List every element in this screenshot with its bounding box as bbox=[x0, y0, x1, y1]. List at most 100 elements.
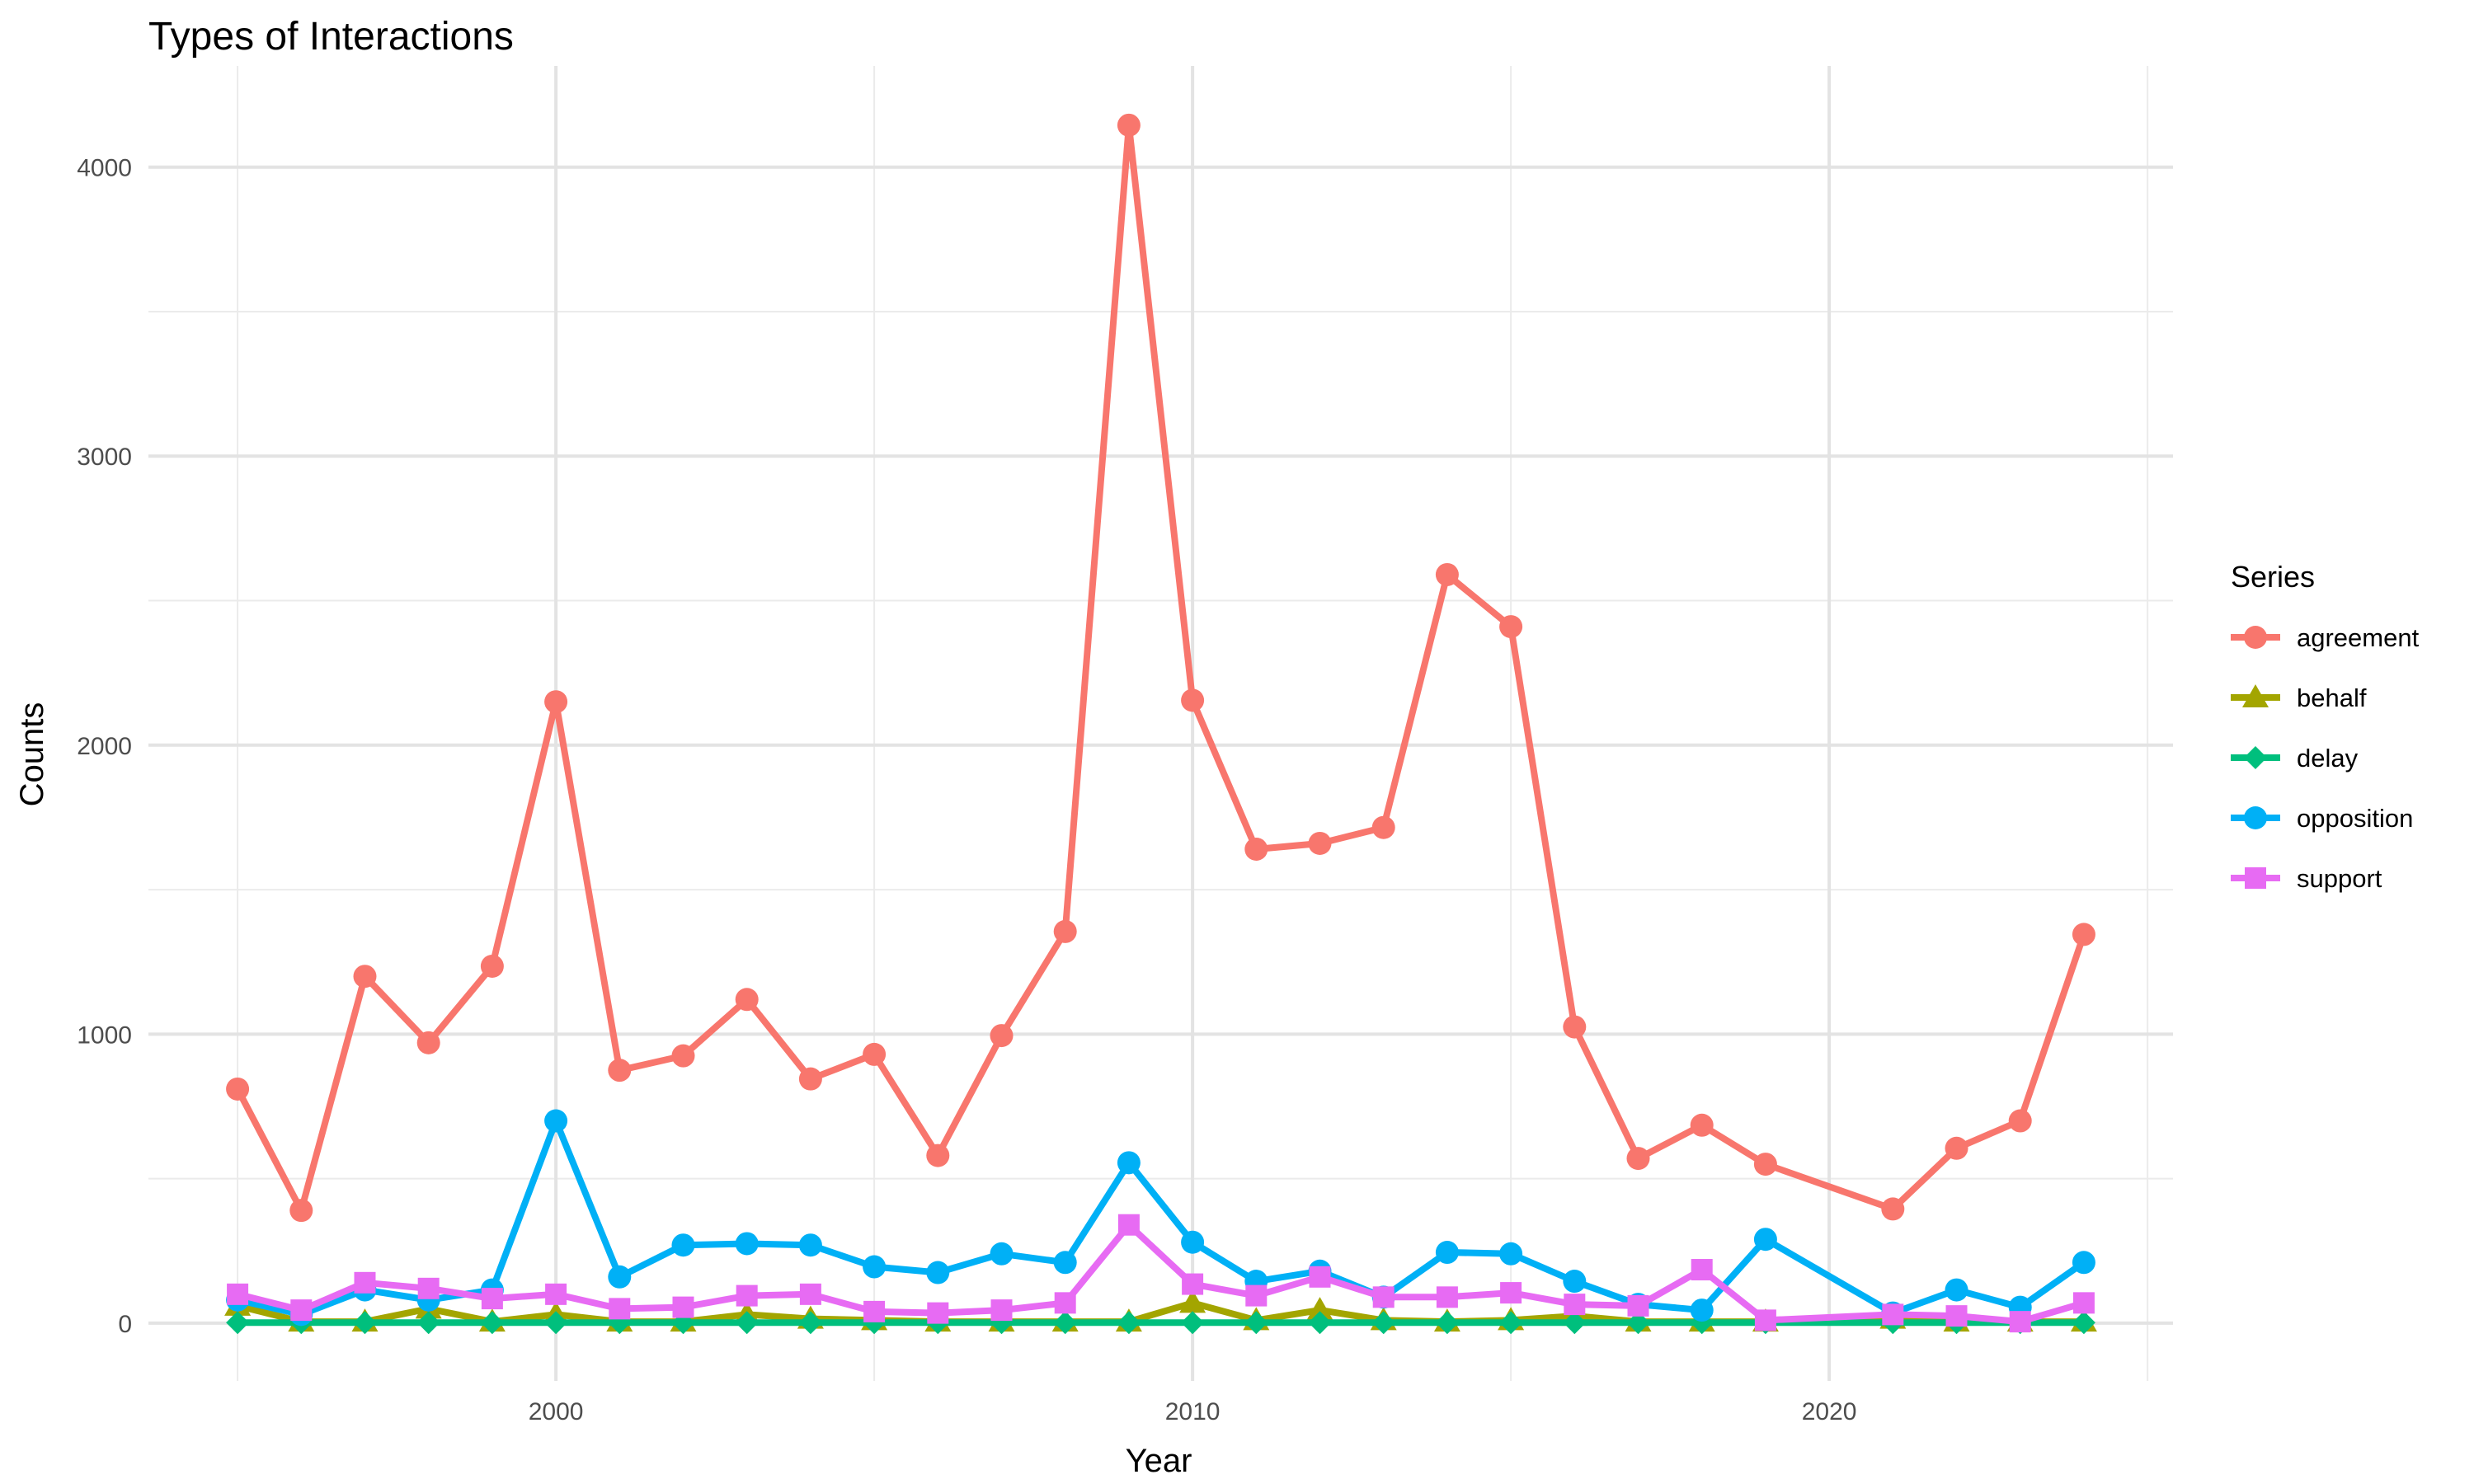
legend-marker bbox=[2244, 626, 2267, 649]
data-point-support bbox=[672, 1296, 694, 1318]
series-support bbox=[227, 1214, 2095, 1333]
legend-item-opposition: opposition bbox=[2231, 804, 2413, 833]
legend-label: opposition bbox=[2297, 804, 2413, 833]
legend-label: agreement bbox=[2297, 623, 2420, 652]
data-point-delay bbox=[1435, 1311, 1459, 1335]
data-point-delay bbox=[1308, 1311, 1332, 1335]
data-point-opposition bbox=[1117, 1151, 1141, 1175]
data-point-agreement bbox=[480, 954, 504, 978]
data-point-agreement bbox=[1563, 1015, 1587, 1039]
data-point-support bbox=[290, 1299, 313, 1322]
y-tick-label: 4000 bbox=[77, 155, 132, 182]
data-point-agreement bbox=[353, 965, 377, 989]
data-point-support bbox=[481, 1288, 503, 1310]
data-point-support bbox=[1945, 1305, 1968, 1327]
data-point-behalf bbox=[1179, 1289, 1206, 1313]
data-point-support bbox=[1117, 1214, 1140, 1236]
data-point-delay bbox=[1626, 1311, 1650, 1335]
data-point-delay bbox=[1117, 1311, 1141, 1335]
y-tick-label: 3000 bbox=[77, 444, 132, 471]
data-point-agreement bbox=[544, 690, 568, 714]
data-point-delay bbox=[1499, 1311, 1523, 1335]
data-point-delay bbox=[544, 1311, 568, 1335]
data-point-support bbox=[545, 1283, 567, 1305]
data-point-agreement bbox=[1945, 1136, 1968, 1160]
legend-marker bbox=[2242, 684, 2269, 707]
data-point-agreement bbox=[1308, 831, 1332, 855]
data-point-support bbox=[227, 1283, 249, 1305]
data-point-support bbox=[1500, 1282, 1522, 1304]
data-point-delay bbox=[416, 1311, 440, 1335]
data-point-agreement bbox=[2008, 1109, 2032, 1133]
data-point-delay bbox=[1563, 1311, 1587, 1335]
data-point-delay bbox=[1371, 1311, 1395, 1335]
x-tick-label: 2010 bbox=[1165, 1398, 1221, 1425]
data-point-support bbox=[1372, 1286, 1395, 1308]
data-point-agreement bbox=[1690, 1113, 1714, 1137]
data-point-support bbox=[609, 1298, 631, 1320]
data-point-support bbox=[1182, 1273, 1204, 1295]
legend-item-agreement: agreement bbox=[2231, 623, 2420, 652]
data-point-agreement bbox=[1244, 837, 1268, 861]
data-point-opposition bbox=[1563, 1270, 1587, 1294]
data-point-agreement bbox=[1435, 562, 1459, 586]
data-point-support bbox=[1882, 1303, 1904, 1326]
data-point-opposition bbox=[1435, 1241, 1459, 1265]
x-tick-label: 2020 bbox=[1802, 1398, 1857, 1425]
y-tick-label: 0 bbox=[118, 1311, 132, 1338]
data-point-delay bbox=[735, 1311, 759, 1335]
data-point-opposition bbox=[863, 1255, 887, 1279]
x-axis-title: Year bbox=[1126, 1443, 1192, 1479]
legend: Series agreement behalf delay opposition sup… bbox=[2231, 560, 2420, 893]
data-point-opposition bbox=[1499, 1242, 1523, 1266]
data-point-agreement bbox=[608, 1059, 632, 1082]
legend-label: support bbox=[2297, 864, 2382, 893]
data-point-opposition bbox=[1945, 1278, 1968, 1302]
data-point-opposition bbox=[798, 1233, 822, 1257]
data-point-support bbox=[736, 1284, 758, 1307]
data-point-opposition bbox=[926, 1261, 950, 1284]
data-point-delay bbox=[798, 1311, 822, 1335]
data-point-agreement bbox=[1881, 1197, 1905, 1221]
data-point-opposition bbox=[2072, 1251, 2095, 1275]
data-point-agreement bbox=[1117, 113, 1141, 137]
series-delay bbox=[226, 1311, 2095, 1335]
legend-item-behalf: behalf bbox=[2231, 683, 2367, 712]
series-line-opposition bbox=[234, 1117, 2087, 1318]
data-point-support bbox=[1054, 1292, 1076, 1314]
data-point-opposition bbox=[735, 1232, 759, 1256]
data-point-delay bbox=[480, 1311, 504, 1335]
data-point-support bbox=[1691, 1259, 1713, 1281]
series-line-agreement bbox=[234, 121, 2087, 1214]
legend-item-support: support bbox=[2231, 864, 2382, 893]
data-point-opposition bbox=[1053, 1251, 1077, 1275]
data-point-opposition bbox=[1753, 1228, 1777, 1252]
legend-item-delay: delay bbox=[2231, 744, 2359, 773]
data-point-agreement bbox=[2072, 923, 2095, 946]
data-point-support bbox=[990, 1299, 1013, 1322]
data-point-agreement bbox=[863, 1042, 887, 1066]
axis-ticks: 0 1000 2000 3000 4000 2000 2010 2020 bbox=[77, 155, 1856, 1425]
data-point-support bbox=[863, 1300, 886, 1322]
data-point-agreement bbox=[990, 1024, 1014, 1048]
data-point-support bbox=[1245, 1284, 1268, 1307]
data-point-agreement bbox=[1053, 919, 1077, 943]
data-point-support bbox=[2072, 1292, 2095, 1314]
x-tick-label: 2000 bbox=[529, 1398, 584, 1425]
series-layer bbox=[224, 113, 2097, 1335]
data-point-delay bbox=[1244, 1311, 1268, 1335]
data-point-agreement bbox=[926, 1144, 950, 1167]
data-point-support bbox=[2009, 1311, 2031, 1333]
data-point-support bbox=[1754, 1309, 1776, 1331]
data-point-support bbox=[927, 1302, 949, 1324]
y-tick-label: 2000 bbox=[77, 733, 132, 760]
data-point-support bbox=[417, 1277, 440, 1299]
legend-label: delay bbox=[2297, 744, 2359, 773]
data-point-support bbox=[1436, 1286, 1458, 1308]
series-opposition bbox=[226, 1109, 2095, 1327]
grid bbox=[148, 66, 2173, 1381]
data-point-agreement bbox=[1371, 815, 1395, 839]
data-point-support bbox=[1309, 1266, 1331, 1288]
legend-title: Series bbox=[2231, 560, 2315, 594]
